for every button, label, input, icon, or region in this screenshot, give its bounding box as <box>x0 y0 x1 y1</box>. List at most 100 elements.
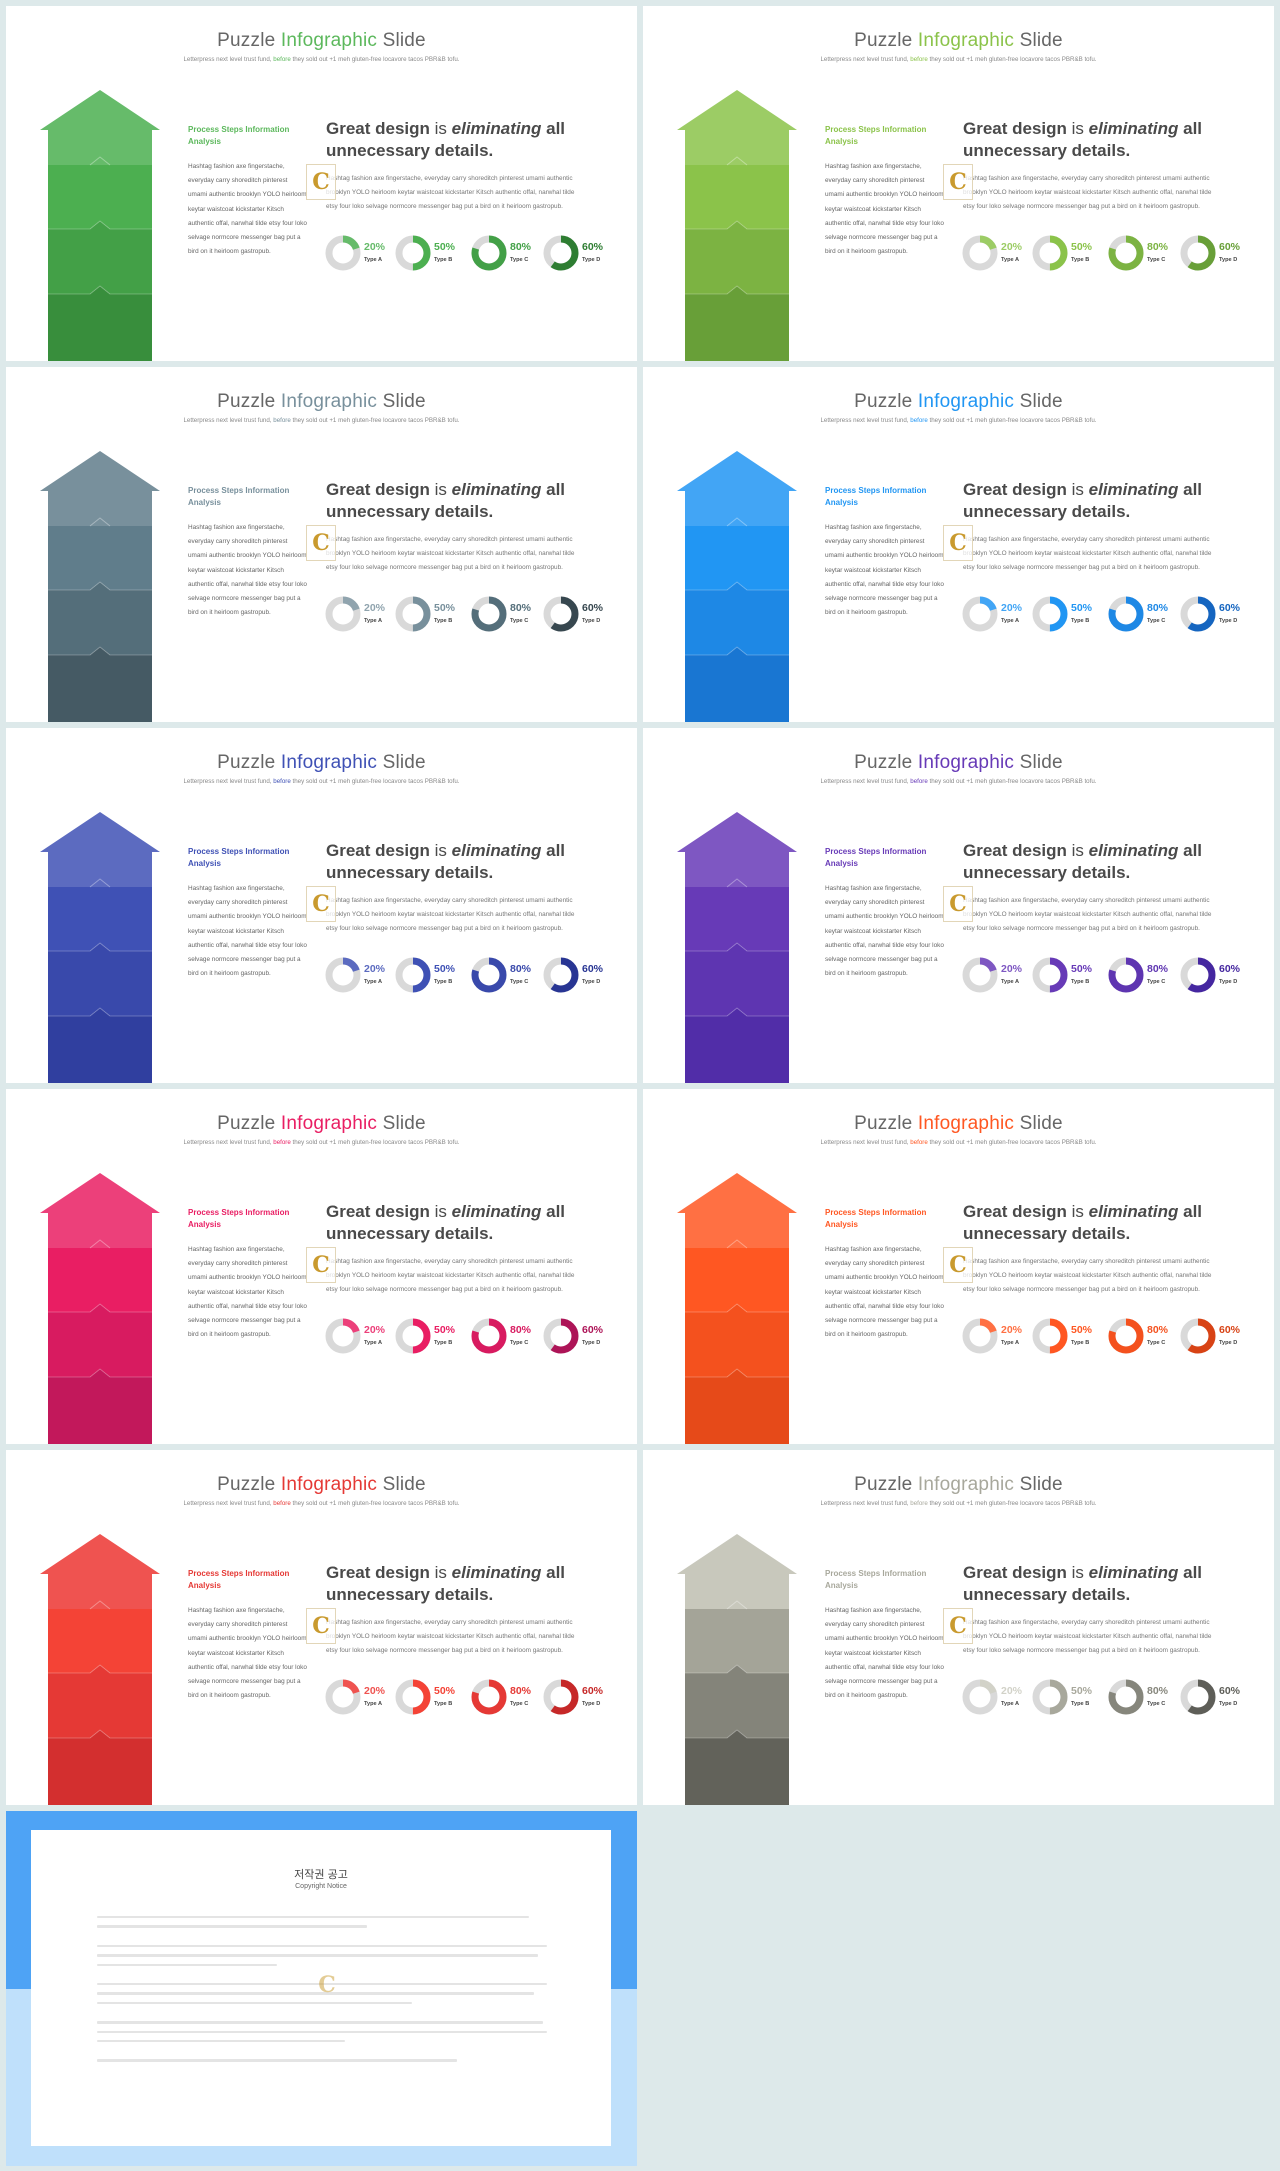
body-text: Hashtag fashion axe fingerstache, everyd… <box>963 1258 1212 1294</box>
donut-type-d: 60% Type D <box>542 595 614 639</box>
arrow-notch-1 <box>89 1239 111 1249</box>
slide-subtitle: Letterpress next level trust fund, befor… <box>820 778 1097 785</box>
donut-type-b: 50% Type B <box>1031 234 1103 278</box>
title-highlight: Infographic <box>917 391 1015 412</box>
donut-percent: 80% <box>510 1685 532 1697</box>
title-highlight: Infographic <box>917 752 1015 773</box>
side-heading: Process Steps Information Analysis <box>188 1208 290 1229</box>
donut-percent: 20% <box>1001 963 1023 975</box>
arrow-tier-1 <box>48 1609 152 1673</box>
headline-italic: eliminating <box>451 119 542 138</box>
donut-ring <box>962 235 998 271</box>
donut-label: Type B <box>434 257 453 263</box>
arrow-tier-1 <box>48 1248 152 1312</box>
title-highlight: Infographic <box>280 1113 378 1134</box>
arrow-seam-1 <box>48 1664 152 1674</box>
arrow-tier-3 <box>48 1369 152 1444</box>
notice-text-line <box>97 1916 529 1919</box>
donut-percent: 50% <box>434 602 456 614</box>
side-heading: Process Steps Information Analysis <box>825 1569 927 1590</box>
slide-subtitle: Letterpress next level trust fund, befor… <box>820 417 1097 424</box>
arrow-tier-3 <box>48 286 152 361</box>
notice-text-line <box>97 2001 412 2005</box>
headline-italic: eliminating <box>1088 480 1179 499</box>
arrow-seam-1 <box>48 220 152 230</box>
donut-percent: 20% <box>1001 1685 1023 1697</box>
donut-row: 20% Type A 50% Type B 80% Type C 60% Type D <box>324 1317 624 1361</box>
donut-ring <box>962 1318 998 1354</box>
donut-percent: 80% <box>1147 1324 1169 1336</box>
donut-label: Type C <box>510 979 529 985</box>
subtitle-highlight: before <box>910 1139 928 1146</box>
arrow-seam-1 <box>48 581 152 591</box>
arrow-head <box>677 1173 797 1248</box>
arrow-head <box>677 451 797 526</box>
donut-label: Type A <box>364 257 383 263</box>
donut-ring <box>1108 957 1144 993</box>
arrow-tier-2 <box>685 1304 789 1377</box>
slide-title: Puzzle Infographic Slide <box>854 1113 1063 1134</box>
donut-label: Type C <box>510 618 529 624</box>
arrow-notch-1 <box>89 878 111 888</box>
arrow-head <box>40 812 160 887</box>
arrow-tier-3 <box>685 1008 789 1083</box>
arrow-seam-1 <box>685 942 789 952</box>
donut-type-a: 20% Type A <box>961 956 1033 1000</box>
donut-label: Type C <box>510 1340 529 1346</box>
donut-percent: 60% <box>1219 1685 1241 1697</box>
watermark-logo: C <box>306 1247 336 1283</box>
slide-subtitle: Letterpress next level trust fund, befor… <box>820 1139 1097 1146</box>
donut-percent: 50% <box>1071 963 1093 975</box>
headline-italic: eliminating <box>451 841 542 860</box>
donut-row: 20% Type A 50% Type B 80% Type C 60% Type D <box>324 595 624 639</box>
slide-title: Puzzle Infographic Slide <box>854 30 1063 51</box>
arrow-seam-2 <box>685 1007 789 1017</box>
donut-type-c: 80% Type C <box>1107 1317 1179 1361</box>
donut-label: Type C <box>1147 1701 1166 1707</box>
arrow-seam-1 <box>48 1303 152 1313</box>
watermark-logo: C <box>306 525 336 561</box>
headline: Great design is eliminating all unnecess… <box>963 1202 1203 1243</box>
arrow-seam-1 <box>685 1303 789 1313</box>
watermark-logo: C <box>306 1608 336 1644</box>
arrow-tier-2 <box>685 1665 789 1738</box>
arrow-tier-1 <box>685 1248 789 1312</box>
donut-label: Type B <box>434 618 453 624</box>
headline: Great design is eliminating all unnecess… <box>326 1563 566 1604</box>
side-body-text: Hashtag fashion axe fingerstache, everyd… <box>825 524 944 617</box>
puzzle-arrow <box>677 451 797 722</box>
watermark-logo: C <box>306 164 336 200</box>
subtitle-highlight: before <box>273 417 291 424</box>
notice-card: 저작권 공고 Copyright Notice C <box>31 1830 611 2146</box>
donut-percent: 80% <box>1147 1685 1169 1697</box>
arrow-head <box>677 90 797 165</box>
arrow-tier-1 <box>48 526 152 590</box>
donut-percent: 50% <box>1071 1324 1093 1336</box>
arrow-tier-2 <box>48 1304 152 1377</box>
notice-text-line <box>97 2021 543 2024</box>
donut-type-d: 60% Type D <box>1179 595 1251 639</box>
arrow-notch-1 <box>89 156 111 166</box>
infographic-slide-slate: Puzzle Infographic Slide Letterpress nex… <box>6 367 637 722</box>
donut-percent: 50% <box>1071 1685 1093 1697</box>
donut-ring <box>1108 596 1144 632</box>
headline: Great design is eliminating all unnecess… <box>963 480 1203 521</box>
donut-label: Type B <box>434 1340 453 1346</box>
donut-type-a: 20% Type A <box>961 595 1033 639</box>
body-text: Hashtag fashion axe fingerstache, everyd… <box>326 1619 575 1655</box>
headline-italic: eliminating <box>1088 1563 1179 1582</box>
arrow-tier-2 <box>48 221 152 294</box>
donut-label: Type B <box>1071 618 1090 624</box>
subtitle-highlight: before <box>273 56 291 63</box>
headline-italic: eliminating <box>451 1202 542 1221</box>
donut-type-c: 80% Type C <box>470 1678 542 1722</box>
infographic-slide-blue: Puzzle Infographic Slide Letterpress nex… <box>643 367 1274 722</box>
donut-percent: 20% <box>1001 602 1023 614</box>
notice-watermark-logo: C <box>318 1972 336 1998</box>
donut-ring <box>1032 1318 1068 1354</box>
donut-label: Type A <box>1001 1701 1020 1707</box>
infographic-slide-gray: Puzzle Infographic Slide Letterpress nex… <box>643 1450 1274 1805</box>
donut-percent: 60% <box>582 1685 604 1697</box>
slide-title: Puzzle Infographic Slide <box>854 1474 1063 1495</box>
slide-title: Puzzle Infographic Slide <box>217 1474 426 1495</box>
